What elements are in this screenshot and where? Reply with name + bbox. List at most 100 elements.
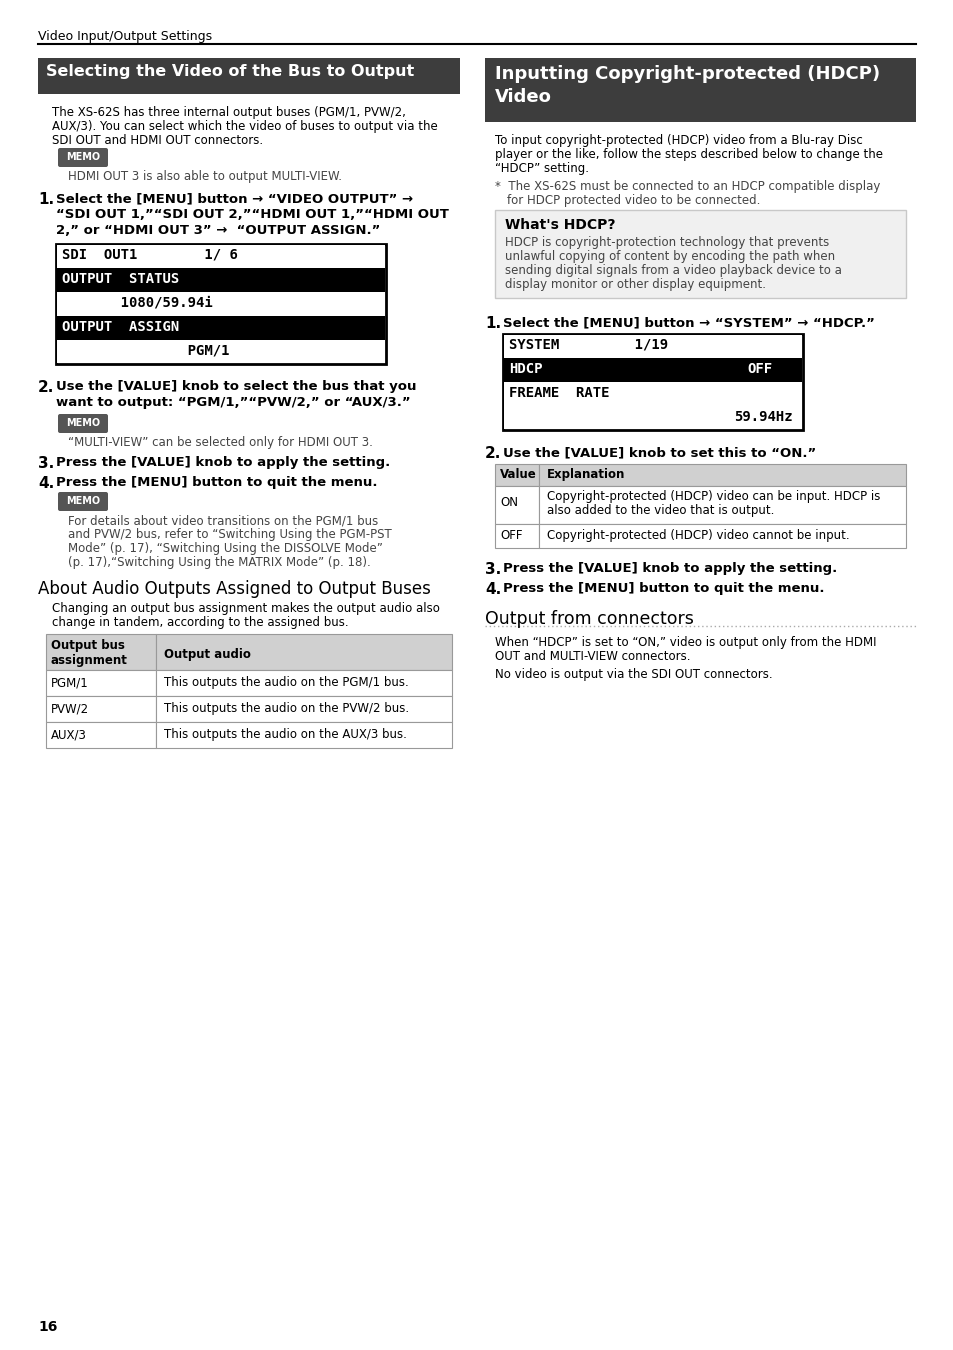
Text: “SDI OUT 1,”“SDI OUT 2,”“HDMI OUT 1,”“HDMI OUT: “SDI OUT 1,”“SDI OUT 2,”“HDMI OUT 1,”“HD… [56,208,449,221]
Text: Selecting the Video of the Bus to Output: Selecting the Video of the Bus to Output [46,63,414,80]
Text: display monitor or other display equipment.: display monitor or other display equipme… [504,278,765,292]
Text: Value: Value [499,468,537,481]
Bar [38,58,459,95]
Text: Video: Video [495,88,551,107]
Text: This outputs the audio on the PGM/1 bus.: This outputs the audio on the PGM/1 bus. [164,676,408,688]
Text: player or the like, follow the steps described below to change the: player or the like, follow the steps des… [495,148,882,161]
Text: Mode” (p. 17), “Switching Using the DISSOLVE Mode”: Mode” (p. 17), “Switching Using the DISS… [68,541,382,555]
Text: *  The XS-62S must be connected to an HDCP compatible display: * The XS-62S must be connected to an HDC… [495,180,880,193]
Text: When “HDCP” is set to “ON,” video is output only from the HDMI: When “HDCP” is set to “ON,” video is out… [495,636,876,649]
Text: AUX/3: AUX/3 [51,728,87,741]
Text: OUT and MULTI-VIEW connectors.: OUT and MULTI-VIEW connectors. [495,649,690,663]
Text: 1080/59.94i: 1080/59.94i [62,296,213,310]
Text: unlawful copying of content by encoding the path when: unlawful copying of content by encoding … [504,250,834,263]
Text: 3.: 3. [484,562,500,576]
Text: To input copyright-protected (HDCP) video from a Blu-ray Disc: To input copyright-protected (HDCP) vide… [495,134,862,147]
Text: 1.: 1. [38,192,54,207]
Text: and PVW/2 bus, refer to “Switching Using the PGM-PST: and PVW/2 bus, refer to “Switching Using… [68,528,392,541]
Text: 1.: 1. [484,316,500,331]
Bar [156,670,452,697]
Text: Press the [MENU] button to quit the menu.: Press the [MENU] button to quit the menu… [502,582,823,595]
Bar [484,58,915,122]
Text: Copyright-protected (HDCP) video can be input. HDCP is: Copyright-protected (HDCP) video can be … [546,490,880,504]
Text: SDI  OUT1        1/ 6: SDI OUT1 1/ 6 [62,248,237,262]
Bar [57,340,385,363]
Bar [56,244,386,364]
Text: “HDCP” setting.: “HDCP” setting. [495,162,588,176]
Text: PGM/1: PGM/1 [62,344,230,358]
Bar [503,382,801,406]
Bar [57,292,385,316]
Bar [538,524,905,548]
Text: Press the [VALUE] knob to apply the setting.: Press the [VALUE] knob to apply the sett… [502,562,837,575]
Text: MEMO: MEMO [66,153,100,162]
Bar [46,670,156,697]
Bar [495,464,538,486]
Text: Video Input/Output Settings: Video Input/Output Settings [38,30,212,43]
Text: HDMI OUT 3 is also able to output MULTI-VIEW.: HDMI OUT 3 is also able to output MULTI-… [68,170,341,184]
Bar [538,486,905,524]
Text: 2,” or “HDMI OUT 3” →  “OUTPUT ASSIGN.”: 2,” or “HDMI OUT 3” → “OUTPUT ASSIGN.” [56,224,380,238]
Text: FREAME  RATE: FREAME RATE [509,386,609,400]
Text: for HDCP protected video to be connected.: for HDCP protected video to be connected… [506,194,760,207]
Text: PGM/1: PGM/1 [51,676,89,688]
Bar [46,722,156,748]
Text: Press the [MENU] button to quit the menu.: Press the [MENU] button to quit the menu… [56,477,377,489]
Text: 4.: 4. [38,477,54,491]
Text: 2.: 2. [484,446,501,460]
Text: sending digital signals from a video playback device to a: sending digital signals from a video pla… [504,265,841,277]
Bar [156,697,452,722]
Bar [57,316,385,340]
Bar [46,697,156,722]
Text: This outputs the audio on the AUX/3 bus.: This outputs the audio on the AUX/3 bus. [164,728,406,741]
Bar [57,269,385,292]
Text: Output audio: Output audio [164,648,251,662]
Text: SDI OUT and HDMI OUT connectors.: SDI OUT and HDMI OUT connectors. [52,134,263,147]
Text: 16: 16 [38,1320,57,1334]
FancyBboxPatch shape [58,148,108,167]
Bar [538,464,905,486]
Text: “MULTI-VIEW” can be selected only for HDMI OUT 3.: “MULTI-VIEW” can be selected only for HD… [68,436,373,450]
Text: 2.: 2. [38,379,54,396]
Bar [495,211,905,298]
Text: 59.94Hz: 59.94Hz [734,410,792,424]
Text: About Audio Outputs Assigned to Output Buses: About Audio Outputs Assigned to Output B… [38,580,431,598]
Text: want to output: “PGM/1,”“PVW/2,” or “AUX/3.”: want to output: “PGM/1,”“PVW/2,” or “AUX… [56,396,410,409]
Text: Press the [VALUE] knob to apply the setting.: Press the [VALUE] knob to apply the sett… [56,456,390,468]
Text: OFF: OFF [747,362,772,377]
Bar [57,244,385,269]
Bar [156,722,452,748]
Text: AUX/3). You can select which the video of buses to output via the: AUX/3). You can select which the video o… [52,120,437,134]
Text: Use the [VALUE] knob to select the bus that you: Use the [VALUE] knob to select the bus t… [56,379,416,393]
Text: Select the [MENU] button → “VIDEO OUTPUT” →: Select the [MENU] button → “VIDEO OUTPUT… [56,192,413,205]
Text: What's HDCP?: What's HDCP? [504,217,615,232]
Text: change in tandem, according to the assigned bus.: change in tandem, according to the assig… [52,616,348,629]
Text: Use the [VALUE] knob to set this to “ON.”: Use the [VALUE] knob to set this to “ON.… [502,446,816,459]
Text: OUTPUT  STATUS: OUTPUT STATUS [62,271,179,286]
Bar [503,335,801,358]
Text: HDCP: HDCP [509,362,542,377]
Bar [495,486,538,524]
Text: MEMO: MEMO [66,495,100,506]
Text: Inputting Copyright-protected (HDCP): Inputting Copyright-protected (HDCP) [495,65,880,82]
Text: MEMO: MEMO [66,418,100,428]
Text: This outputs the audio on the PVW/2 bus.: This outputs the audio on the PVW/2 bus. [164,702,409,716]
Text: 4.: 4. [484,582,500,597]
Text: also added to the video that is output.: also added to the video that is output. [546,504,774,517]
Text: Copyright-protected (HDCP) video cannot be input.: Copyright-protected (HDCP) video cannot … [546,529,849,541]
Text: ON: ON [499,495,517,509]
Bar [503,358,801,382]
Text: Explanation: Explanation [546,468,625,481]
Bar [46,634,156,670]
Bar [495,524,538,548]
Bar [156,634,452,670]
Text: Select the [MENU] button → “SYSTEM” → “HDCP.”: Select the [MENU] button → “SYSTEM” → “H… [502,316,874,329]
Text: OUTPUT  ASSIGN: OUTPUT ASSIGN [62,320,179,333]
Text: OFF: OFF [499,529,522,541]
Text: Output from connectors: Output from connectors [484,610,693,628]
FancyBboxPatch shape [58,491,108,512]
Text: PVW/2: PVW/2 [51,702,89,716]
Text: SYSTEM         1/19: SYSTEM 1/19 [509,338,667,352]
Text: Output bus
assignment: Output bus assignment [51,639,128,667]
FancyBboxPatch shape [58,414,108,433]
